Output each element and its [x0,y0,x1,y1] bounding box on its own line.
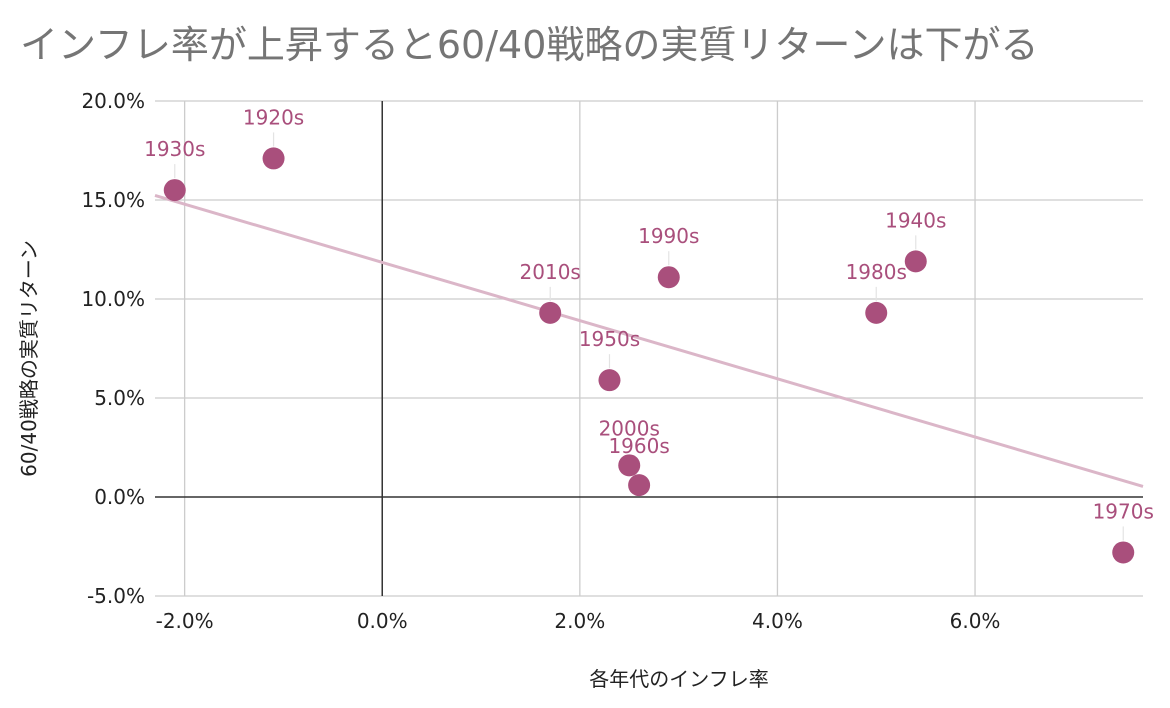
y-tick-label: -5.0% [87,584,145,608]
data-point-1950s [598,369,621,392]
point-label-2010s: 2010s [520,260,581,284]
trendline [154,193,1144,488]
label-leader-lines [174,132,1124,541]
zero-axes [155,101,1143,596]
data-point-1920s [262,147,285,170]
data-point-1970s [1112,541,1135,564]
x-tick-label: 0.0% [357,609,408,633]
y-axis-title: 60/40戦略の実質リターン [17,240,41,477]
point-labels: 1920s 1930s 1940s 1950s 1960s 1970s 1980s 1990s… [144,105,1154,523]
y-tick-label: 0.0% [94,485,145,509]
point-label-2000s: 2000s [599,416,660,440]
point-label-1980s: 1980s [846,260,907,284]
data-point-1980s [865,301,888,324]
data-point-2010s [539,301,562,324]
y-tick-label: 15.0% [81,188,145,212]
point-label-1990s: 1990s [638,224,699,248]
x-tick-label: 2.0% [554,609,605,633]
grid-lines [155,100,1143,597]
data-points [163,147,1135,564]
point-label-1920s: 1920s [243,105,304,129]
point-label-1940s: 1940s [885,208,946,232]
x-tick-label: 6.0% [950,609,1001,633]
x-tick-label: -2.0% [156,609,214,633]
x-tick-label: 4.0% [752,609,803,633]
point-label-1930s: 1930s [144,137,205,161]
data-point-1940s [904,250,927,273]
x-axis-title: 各年代のインフレ率 [589,667,768,691]
chart-title: インフレ率が上昇すると60/40戦略の実質リターンは下がる [20,23,1039,67]
y-tick-label: 20.0% [81,89,145,113]
y-tick-label: 5.0% [94,386,145,410]
tick-labels: -5.0% 0.0% 5.0% 10.0% 15.0% 20.0% -2.0% 0.0% 2.0… [81,89,1000,633]
data-point-2000s [618,454,641,477]
point-label-1970s: 1970s [1093,499,1154,523]
data-point-1960s [628,474,651,497]
data-point-1990s [657,266,680,289]
point-label-1960s: 1960s [608,434,669,458]
point-label-1950s: 1950s [579,327,640,351]
data-point-1930s [163,179,186,202]
y-tick-label: 10.0% [81,287,145,311]
